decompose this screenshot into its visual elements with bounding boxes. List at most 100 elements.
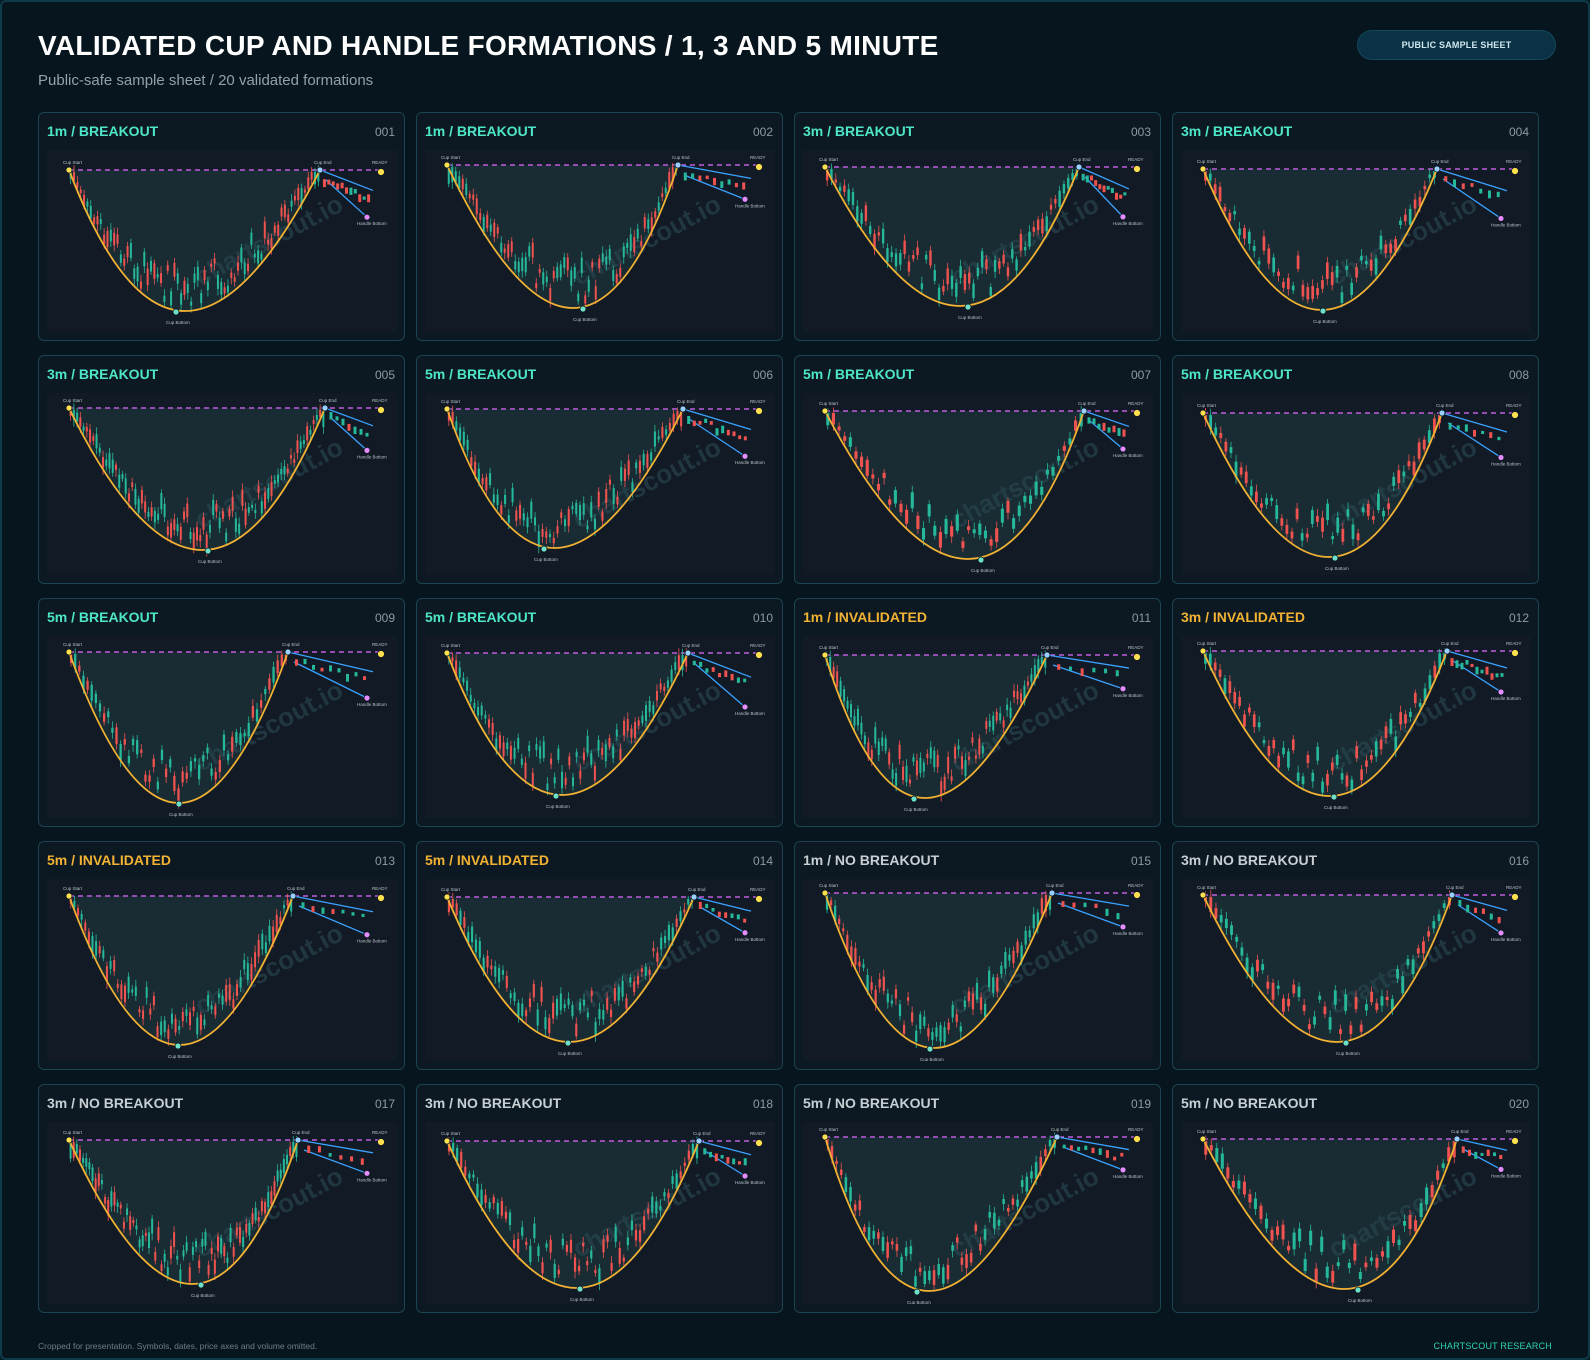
candle-body	[888, 752, 891, 765]
handle-candle	[1490, 673, 1494, 680]
formation-card[interactable]: 5m / NO BREAKOUT 020 chartscout.io Cup Star…	[1172, 1084, 1539, 1313]
handle-candle	[1102, 185, 1106, 193]
handle-lower-line	[693, 662, 746, 708]
candle-body	[1019, 233, 1023, 251]
ready-dot	[377, 650, 385, 658]
candle-body	[1271, 982, 1275, 1000]
handle-candle	[1497, 917, 1501, 924]
cup-start-label: Cup Start	[819, 883, 839, 888]
candle-body	[282, 1158, 285, 1174]
cup-bottom-dot	[172, 308, 180, 316]
candle-body	[297, 187, 300, 200]
candle-body	[648, 700, 651, 712]
formation-card[interactable]: 5m / BREAKOUT 008 chartscout.io Cup Start Cu…	[1172, 355, 1539, 584]
cup-curve	[446, 1140, 700, 1289]
candle-body	[984, 1003, 987, 1017]
formation-card[interactable]: 1m / BREAKOUT 002 chartscout.io Cup Start Cu…	[416, 112, 783, 341]
candle-body	[533, 1223, 536, 1239]
formation-card[interactable]: 1m / INVALIDATED 011 chartscout.io Cup Star…	[794, 598, 1161, 827]
formation-card[interactable]: 5m / INVALIDATED 014 chartscout.io Cup Star…	[416, 841, 783, 1070]
cup-bottom-dot	[1330, 793, 1338, 801]
handle-candle	[1105, 1150, 1109, 1158]
formation-card[interactable]: 3m / BREAKOUT 004 chartscout.io Cup Start Cu…	[1172, 112, 1539, 341]
candle-body	[264, 1201, 267, 1214]
candle-body	[989, 286, 992, 296]
candle-body	[652, 948, 655, 952]
candle-body	[563, 1004, 566, 1009]
ready-dot	[1511, 893, 1519, 901]
ready-dot	[1133, 891, 1141, 899]
handle-candle	[295, 659, 298, 666]
candle-body	[1277, 755, 1280, 768]
formation-card[interactable]: 3m / INVALIDATED 012 chartscout.io Cup Star…	[1172, 598, 1539, 827]
candle-body	[636, 228, 639, 239]
candle-body	[644, 966, 647, 976]
candle-body	[455, 903, 458, 916]
handle-candle	[1481, 908, 1485, 914]
candle-body	[471, 926, 474, 943]
handle-bottom-dot	[1119, 213, 1127, 221]
cup-end-label: Cup End	[1436, 403, 1454, 408]
candle-body	[590, 502, 593, 518]
candle-body	[679, 911, 682, 922]
candle-body	[555, 998, 559, 1016]
formation-card[interactable]: 3m / NO BREAKOUT 017 chartscout.io Cup Star…	[38, 1084, 405, 1313]
candle-body	[1408, 208, 1412, 225]
candle-body	[489, 473, 492, 485]
candle-body	[1016, 941, 1019, 953]
candle-body	[151, 1218, 154, 1234]
candle-body	[1430, 1185, 1434, 1198]
cup-end-dot	[1433, 165, 1441, 173]
candle-body	[215, 503, 218, 512]
candle-body	[1326, 503, 1329, 521]
candle-body	[685, 655, 688, 667]
formation-card[interactable]: 3m / BREAKOUT 005 chartscout.io Cup Start Cu…	[38, 355, 405, 584]
candle-body	[1300, 533, 1304, 541]
formation-card[interactable]: 5m / INVALIDATED 013 chartscout.io Cup Star…	[38, 841, 405, 1070]
handle-bottom-label: Handle Bottom	[1491, 937, 1521, 942]
formation-card[interactable]: 5m / BREAKOUT 006 chartscout.io Cup Start Cu…	[416, 355, 783, 584]
formation-card[interactable]: 5m / NO BREAKOUT 019 chartscout.io Cup Star…	[794, 1084, 1161, 1313]
handle-candle	[721, 425, 725, 434]
candle-body	[835, 1160, 838, 1164]
formation-label: 3m / BREAKOUT	[47, 366, 159, 382]
candle-body	[575, 1023, 578, 1037]
candle-body	[264, 942, 267, 953]
formation-card[interactable]: 5m / BREAKOUT 010 chartscout.io Cup Start Cu…	[416, 598, 783, 827]
candle-body	[163, 503, 166, 517]
ready-label: READY	[1128, 883, 1144, 888]
formation-card[interactable]: 1m / NO BREAKOUT 015 chartscout.io Cup Star…	[794, 841, 1161, 1070]
candle-body	[968, 272, 971, 284]
formation-card[interactable]: 3m / BREAKOUT 003 chartscout.io Cup Start Cu…	[794, 112, 1161, 341]
formation-card[interactable]: 3m / NO BREAKOUT 018 chartscout.io Cup Star…	[416, 1084, 783, 1313]
cup-bottom-label: Cup Bottom	[1336, 1051, 1360, 1056]
candle-body	[456, 1147, 459, 1162]
handle-upper-line	[1051, 892, 1130, 907]
candle-body	[501, 970, 505, 975]
candle-body	[1062, 445, 1066, 451]
candle-body	[1260, 503, 1263, 508]
formation-card[interactable]: 3m / NO BREAKOUT 016 chartscout.io Cup Star…	[1172, 841, 1539, 1070]
candle-body	[625, 998, 628, 1009]
candle-body	[116, 234, 119, 244]
cup-start-label: Cup Start	[1197, 641, 1217, 646]
candle-body	[138, 1009, 141, 1013]
candle-body	[73, 172, 76, 181]
candle-body	[531, 772, 534, 787]
candle-body	[853, 716, 856, 726]
candle-body	[997, 1219, 1001, 1226]
candle-body	[198, 1260, 201, 1269]
candle-body	[257, 250, 260, 264]
formation-card[interactable]: 5m / BREAKOUT 007 chartscout.io Cup Start Cu…	[794, 355, 1161, 584]
candle-body	[88, 1162, 91, 1170]
formation-card[interactable]: 1m / BREAKOUT 001 chartscout.io Cup Start Cu…	[38, 112, 405, 341]
candle-body	[1067, 177, 1070, 189]
candle-body	[257, 1216, 260, 1222]
formation-card[interactable]: 5m / BREAKOUT 009 chartscout.io Cup Start Cu…	[38, 598, 405, 827]
candle-body	[903, 240, 906, 255]
candle-body	[169, 1245, 172, 1259]
candle-body	[643, 217, 646, 229]
candle-body	[1321, 517, 1324, 532]
